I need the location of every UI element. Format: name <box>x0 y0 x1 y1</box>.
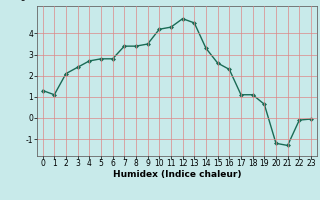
X-axis label: Humidex (Indice chaleur): Humidex (Indice chaleur) <box>113 170 241 179</box>
Text: 5: 5 <box>20 0 25 3</box>
